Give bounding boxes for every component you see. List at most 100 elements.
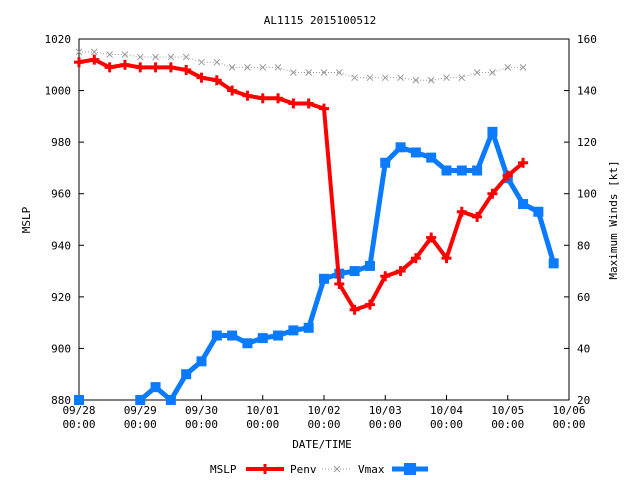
vmax-point	[74, 395, 84, 405]
vmax-point	[410, 147, 421, 158]
penv-point-b	[351, 74, 358, 82]
y-right-tick-label: 60	[577, 291, 590, 304]
x-tick-label-time: 00:00	[307, 418, 340, 431]
penv-point-b	[519, 64, 527, 71]
legend-label-penv: Penv	[290, 463, 317, 476]
x-tick-label-time: 00:00	[62, 418, 95, 431]
legend-label-mslp: MSLP	[210, 463, 237, 476]
mslp-line	[78, 57, 525, 312]
penv-point-b	[106, 51, 113, 58]
legend-vmax-marker	[404, 463, 416, 475]
x-tick-label-time: 00:00	[430, 418, 463, 431]
x-tick-label-date: 09/28	[62, 404, 95, 417]
penv-point-b	[335, 69, 343, 76]
penv-point-b	[136, 53, 144, 61]
penv-point-b	[75, 48, 83, 56]
y-right-tick-label: 140	[577, 85, 597, 98]
y-right-tick-label: 40	[577, 342, 590, 355]
penv-point-b	[244, 64, 251, 71]
penv-point-b	[381, 74, 389, 82]
penv-point-b	[213, 58, 221, 66]
vmax-point	[487, 126, 498, 137]
y-left-tick-label: 980	[51, 136, 71, 149]
y-left-tick-label: 900	[51, 342, 71, 355]
series-vmax	[74, 126, 559, 405]
vmax-point	[303, 322, 314, 333]
penv-point-b	[121, 51, 129, 58]
penv-point-b	[489, 69, 496, 76]
penv-point-b	[504, 64, 512, 71]
vmax-point	[395, 142, 406, 153]
plot-frame	[78, 38, 570, 401]
penv-point-b	[305, 69, 313, 76]
vmax-point	[533, 206, 544, 217]
vmax-point	[227, 330, 238, 341]
penv-point-b	[397, 74, 404, 82]
x-axis-label: DATE/TIME	[292, 438, 352, 451]
vmax-point	[441, 165, 452, 176]
vmax-point	[380, 157, 391, 168]
x-tick-label-date: 10/02	[307, 404, 340, 417]
vmax-line	[138, 129, 557, 403]
penv-point-b	[259, 64, 267, 71]
penv-point-b	[412, 76, 420, 84]
penv-point-b	[427, 76, 435, 84]
legend-penv-marker-b	[333, 465, 341, 473]
x-tick-label-date: 10/04	[430, 404, 463, 417]
penv-point-b	[90, 48, 98, 56]
penv-point-b	[167, 53, 175, 61]
y-left-tick-label: 1000	[45, 85, 72, 98]
y-left-tick-label: 960	[51, 188, 71, 201]
y-axis-left-label: MSLP	[20, 206, 33, 233]
vmax-point	[319, 273, 329, 284]
y-left-tick-label: 880	[51, 394, 71, 407]
vmax-point	[426, 152, 437, 163]
vmax-point	[135, 395, 146, 405]
x-tick-label-time: 00:00	[369, 418, 402, 431]
penv-point-b	[198, 58, 205, 66]
y-left-tick-label: 940	[51, 239, 71, 252]
y-axis-right-label: Maximum Winds [kt]	[607, 160, 620, 279]
y-right-tick-label: 20	[577, 394, 590, 407]
vmax-point	[364, 260, 375, 271]
x-tick-label-date: 10/01	[246, 404, 279, 417]
penv-point-b	[443, 74, 450, 82]
y-right-tick-label: 120	[577, 136, 597, 149]
penv-point-b	[274, 64, 282, 71]
x-tick-label-date: 10/06	[552, 404, 585, 417]
vmax-point	[257, 333, 268, 344]
penv-point-b	[228, 64, 236, 71]
x-tick-label-date: 09/29	[124, 404, 157, 417]
vmax-point	[349, 266, 360, 277]
x-tick-label-date: 10/03	[369, 404, 402, 417]
series-mslp	[74, 54, 529, 315]
chart-title: AL1115 2015100512	[264, 14, 377, 27]
vmax-point	[472, 165, 483, 176]
x-tick-label-time: 00:00	[185, 418, 218, 431]
vmax-point	[548, 258, 559, 269]
vmax-point	[288, 325, 299, 336]
y-left-tick-label: 920	[51, 291, 71, 304]
x-tick-label-time: 00:00	[491, 418, 524, 431]
penv-point-b	[152, 53, 159, 61]
y-right-tick-label: 80	[577, 239, 590, 252]
y-left-tick-label: 1020	[45, 33, 72, 46]
x-tick-label-time: 00:00	[552, 418, 585, 431]
penv-point-b	[290, 69, 297, 76]
vmax-point	[242, 338, 253, 349]
vmax-point	[273, 330, 284, 341]
vmax-point	[196, 356, 207, 367]
x-tick-label-time: 00:00	[246, 418, 279, 431]
y-right-tick-label: 160	[577, 33, 597, 46]
y-right-tick-label: 100	[577, 188, 597, 201]
penv-point-b	[182, 53, 190, 61]
vmax-point	[518, 199, 529, 210]
x-tick-label-date: 09/30	[185, 404, 218, 417]
series-penv	[75, 48, 527, 84]
penv-point-b	[458, 74, 466, 82]
penv-point-b	[320, 69, 328, 76]
vmax-point	[211, 330, 222, 341]
vmax-point	[181, 369, 192, 380]
x-tick-label-time: 00:00	[124, 418, 157, 431]
